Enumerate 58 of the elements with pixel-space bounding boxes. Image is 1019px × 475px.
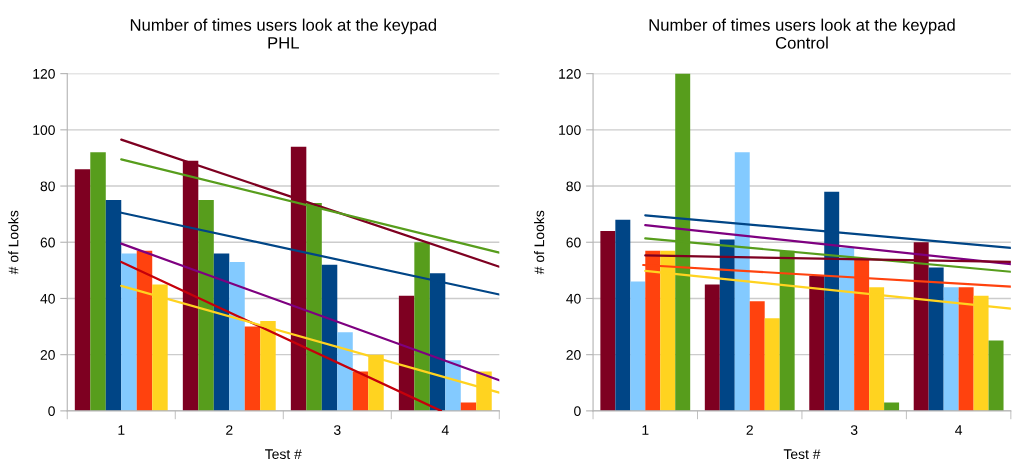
chart-title: Number of times users look at the keypad bbox=[130, 18, 436, 35]
bar bbox=[839, 247, 855, 411]
y-tick-label: 20 bbox=[40, 350, 55, 360]
y-tick-label: 0 bbox=[48, 406, 55, 417]
bar bbox=[600, 231, 616, 411]
bar bbox=[460, 402, 477, 411]
chart-title: Number of times users look at the keypad bbox=[649, 18, 955, 35]
y-tick-label: 40 bbox=[566, 293, 581, 304]
bar bbox=[121, 253, 137, 411]
y-axis-title: # of Looks bbox=[534, 210, 545, 275]
bar bbox=[764, 318, 780, 411]
x-axis-title: Test # bbox=[265, 449, 302, 460]
y-tick-label: 80 bbox=[566, 181, 581, 192]
bar bbox=[229, 261, 245, 411]
bar bbox=[398, 295, 415, 411]
bar bbox=[198, 200, 214, 411]
bar bbox=[749, 301, 765, 411]
bar bbox=[321, 264, 338, 411]
bar bbox=[213, 253, 230, 411]
y-tick-label: 120 bbox=[559, 68, 581, 79]
bar bbox=[704, 284, 720, 411]
y-tick-label: 60 bbox=[40, 237, 55, 248]
x-tick-label: 1 bbox=[118, 425, 125, 435]
bar bbox=[74, 169, 91, 411]
x-tick-label: 1 bbox=[642, 425, 649, 435]
chart-subtitle: PHL bbox=[268, 37, 299, 49]
y-tick-label: 20 bbox=[566, 350, 581, 360]
bar bbox=[136, 250, 153, 411]
bar bbox=[719, 239, 735, 411]
x-tick-label: 4 bbox=[441, 425, 449, 435]
bar bbox=[630, 281, 646, 411]
x-tick-label: 2 bbox=[226, 425, 233, 435]
x-axis-title: Test # bbox=[783, 449, 821, 460]
bar bbox=[90, 152, 106, 411]
y-tick-label: 40 bbox=[40, 293, 55, 304]
bar bbox=[734, 152, 750, 411]
y-tick-label: 0 bbox=[574, 406, 581, 417]
y-axis-title: # of Looks bbox=[8, 210, 19, 275]
x-tick-label: 3 bbox=[333, 425, 341, 435]
bar bbox=[337, 332, 353, 411]
y-tick-label: 100 bbox=[33, 125, 55, 135]
y-tick-label: 60 bbox=[566, 237, 581, 248]
bar bbox=[445, 360, 461, 411]
bar bbox=[988, 340, 1004, 411]
x-tick-label: 2 bbox=[746, 425, 753, 435]
bar bbox=[244, 326, 261, 411]
bar bbox=[414, 242, 430, 411]
bar bbox=[615, 219, 631, 411]
y-tick-label: 100 bbox=[559, 125, 581, 135]
bar bbox=[943, 287, 959, 411]
bar bbox=[928, 267, 944, 411]
chart-subtitle: Control bbox=[775, 36, 828, 49]
y-tick-label: 120 bbox=[33, 68, 55, 79]
y-tick-label: 80 bbox=[40, 181, 55, 192]
bar bbox=[809, 275, 825, 411]
x-tick-label: 3 bbox=[850, 425, 858, 435]
bar bbox=[884, 402, 900, 411]
x-tick-label: 4 bbox=[955, 425, 963, 435]
